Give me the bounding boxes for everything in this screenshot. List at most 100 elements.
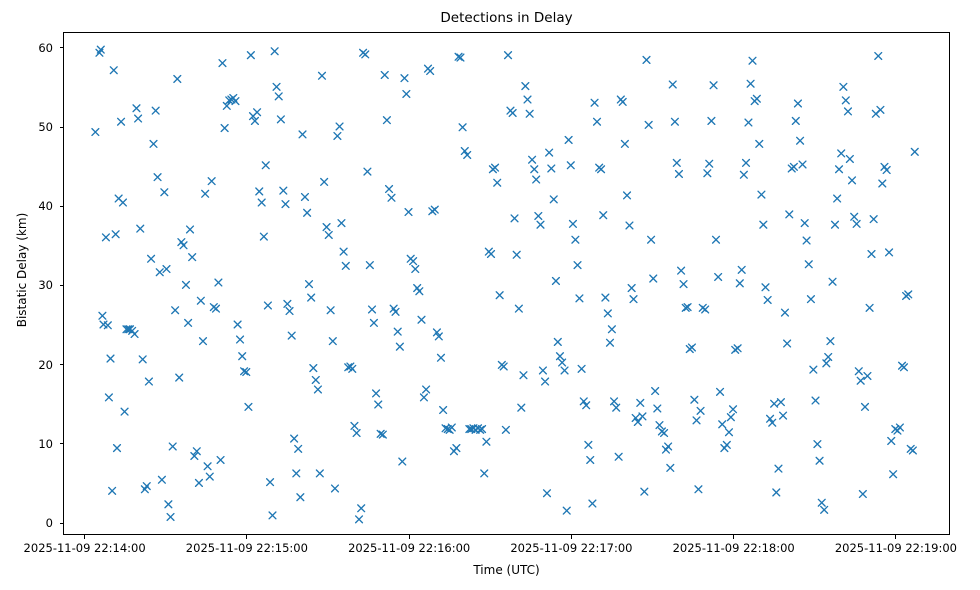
y-tick-label: 20	[38, 357, 53, 372]
scatter-point	[618, 97, 627, 106]
scatter-point	[865, 303, 874, 312]
scatter-point	[211, 304, 221, 313]
scatter-point	[309, 363, 318, 373]
scatter-point	[718, 420, 727, 429]
x-tick-label: 2025-11-09 22:17:00	[510, 541, 633, 555]
scatter-point	[655, 421, 664, 430]
scatter-point	[555, 352, 565, 361]
scatter-point	[528, 155, 537, 164]
scatter-point	[620, 139, 629, 148]
scatter-point	[714, 272, 723, 282]
scatter-point	[899, 363, 909, 372]
scatter-point	[741, 158, 751, 167]
scatter-point	[419, 393, 429, 402]
scatter-point	[566, 161, 575, 170]
scatter-point	[508, 108, 517, 118]
scatter-point	[683, 302, 692, 312]
scatter-point	[194, 478, 204, 488]
y-tick-label: 10	[38, 436, 53, 451]
scatter-point	[246, 51, 255, 60]
scatter-point	[895, 423, 904, 432]
scatter-point	[168, 442, 177, 451]
page-title: Detections in Delay	[440, 10, 573, 26]
scatter-point	[118, 198, 128, 207]
scatter-point	[296, 493, 305, 502]
scatter-point	[503, 51, 513, 60]
scatter-point	[755, 139, 764, 148]
scatter-point	[577, 364, 586, 373]
scatter-point	[696, 406, 705, 415]
y-tick-label: 60	[38, 40, 53, 55]
y-tick-mark	[59, 205, 63, 207]
scatter-point	[184, 318, 193, 328]
scatter-point	[638, 412, 647, 421]
scatter-point	[850, 212, 859, 221]
scatter-point	[724, 428, 734, 437]
scatter-point	[380, 70, 389, 80]
scatter-point	[255, 187, 264, 196]
scatter-point	[96, 45, 105, 54]
scatter-point	[490, 163, 500, 172]
scatter-point	[711, 235, 721, 244]
scatter-point	[205, 472, 214, 481]
scatter-point	[642, 55, 651, 65]
scatter-point	[545, 148, 554, 157]
scatter-point	[668, 80, 677, 89]
scatter-point	[867, 249, 876, 259]
scatter-point	[171, 306, 180, 315]
scatter-point	[311, 375, 320, 385]
scatter-point	[692, 416, 701, 425]
scatter-point	[776, 398, 785, 407]
scatter-point	[463, 150, 472, 160]
scatter-point	[263, 301, 272, 310]
x-tick-mark	[408, 535, 410, 539]
scatter-point	[330, 484, 340, 493]
scatter-point	[804, 260, 813, 269]
scatter-point	[707, 116, 716, 126]
scatter-point	[510, 214, 519, 223]
scatter-point	[201, 189, 210, 198]
scatter-point	[456, 53, 465, 62]
scatter-point	[726, 413, 735, 422]
scatter-point	[317, 71, 327, 80]
scatter-point	[192, 447, 201, 456]
scatter-point	[687, 343, 697, 352]
scatter-point	[283, 299, 292, 308]
scatter-point	[640, 487, 649, 496]
y-tick-mark	[59, 284, 63, 286]
scatter-point	[629, 295, 638, 304]
scatter-point	[493, 178, 502, 187]
scatter-point	[324, 230, 333, 240]
scatter-point	[796, 136, 805, 145]
scatter-point	[560, 366, 569, 375]
scatter-point	[806, 295, 816, 304]
scatter-point	[512, 250, 521, 259]
scatter-point	[748, 56, 757, 65]
scatter-point	[292, 469, 301, 478]
x-tick-label: 2025-11-09 22:18:00	[672, 541, 795, 555]
scatter-point	[884, 248, 894, 257]
scatter-point	[627, 283, 636, 293]
scatter-point	[261, 161, 270, 170]
scatter-point	[272, 82, 281, 91]
scatter-point	[649, 274, 658, 283]
scatter-point	[179, 241, 188, 250]
scatter-point	[404, 207, 413, 217]
scatter-point	[553, 337, 562, 347]
scatter-point	[242, 367, 251, 377]
scatter-point	[344, 363, 353, 372]
scatter-point	[460, 146, 469, 156]
scatter-point	[538, 366, 548, 375]
scatter-point	[214, 278, 223, 287]
scatter-point	[196, 296, 205, 305]
scatter-point	[659, 428, 669, 438]
scatter-point	[363, 167, 372, 176]
scatter-point	[354, 515, 364, 524]
scatter-point	[562, 506, 571, 515]
scatter-point	[166, 512, 175, 522]
x-tick-label: 2025-11-09 22:15:00	[185, 541, 308, 555]
scatter-point	[218, 59, 227, 68]
scatter-point	[547, 164, 556, 173]
scatter-point	[285, 306, 294, 316]
scatter-point	[605, 338, 615, 347]
